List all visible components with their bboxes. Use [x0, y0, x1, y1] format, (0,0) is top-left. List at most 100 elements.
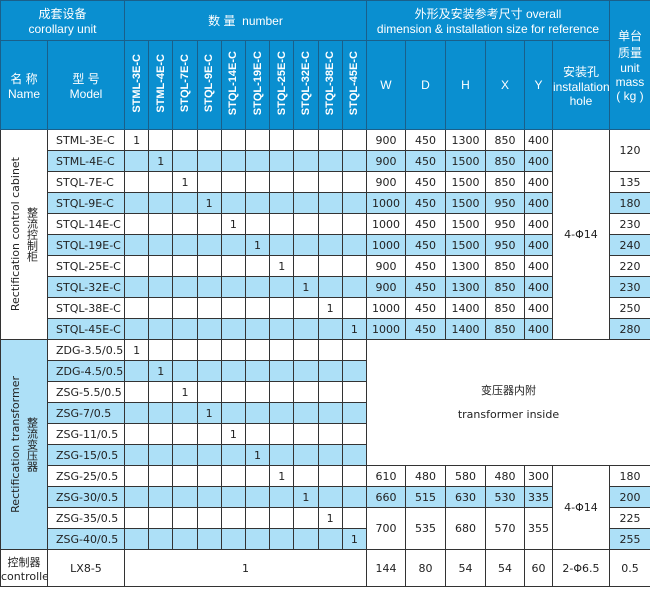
- qty-cell: [293, 444, 319, 466]
- table-row: ZSG-35/0.5 1 700 535 680 570 355 225: [1, 507, 650, 550]
- qty-cell: [317, 276, 343, 298]
- qty-cell: [172, 486, 198, 508]
- qty-column-label: STQL-19E-C: [251, 51, 264, 116]
- qty-cell: [196, 129, 222, 151]
- installation-hole-cell: 4-Φ14: [551, 465, 610, 550]
- qty-cell: [317, 339, 343, 361]
- qty-cell: [293, 297, 319, 319]
- mass-cell: 250: [608, 297, 650, 319]
- dim-cell: 1500: [444, 150, 486, 172]
- dim-cell: 400: [523, 234, 553, 256]
- qty-cell: [123, 171, 150, 193]
- qty-cell: [123, 507, 150, 529]
- dim-cell: 1500: [444, 213, 486, 235]
- qty-cell: [244, 465, 271, 487]
- dim-cell: 54: [444, 549, 486, 587]
- table-row: STML-4E-C 1 900 450 1500 850 400: [1, 150, 650, 172]
- dim-cell: 1000: [365, 297, 406, 319]
- qty-cell: [220, 444, 246, 466]
- dim-cell: 900: [365, 276, 406, 298]
- dim-cell: 850: [484, 276, 525, 298]
- mass-cell: 220: [608, 255, 650, 277]
- qty-cell: [244, 381, 271, 403]
- model-cell: ZDG-3.5/0.5: [47, 339, 125, 361]
- qty-cell: [220, 339, 246, 361]
- mass-cell: 230: [608, 276, 650, 298]
- qty-cell: [269, 276, 295, 298]
- dim-cell: 355: [523, 507, 553, 550]
- dim-cell: 950: [484, 213, 525, 235]
- qty-cell: [269, 423, 295, 445]
- qty-cell: [293, 150, 319, 172]
- qty-column-header: STQL-38E-C: [317, 40, 343, 130]
- qty-cell: [293, 528, 319, 550]
- qty-cell: [220, 234, 246, 256]
- qty-cell: [341, 192, 367, 214]
- model-cell: ZSG-11/0.5: [47, 423, 125, 445]
- dim-cell: 450: [404, 150, 446, 172]
- mass-cell: 200: [608, 486, 650, 508]
- qty-cell: 1: [244, 234, 271, 256]
- section-name-cell: Rectification transformer 整流变压器: [0, 339, 48, 550]
- qty-cell: [172, 213, 198, 235]
- mass-cell: 180: [608, 192, 650, 214]
- qty-cell: [148, 486, 174, 508]
- qty-cell: [269, 528, 295, 550]
- qty-cell: [341, 171, 367, 193]
- qty-cell: [148, 339, 174, 361]
- qty-cell: [172, 318, 198, 340]
- qty-cell: [172, 423, 198, 445]
- dim-cell: 900: [365, 129, 406, 151]
- dim-cell: 335: [523, 486, 553, 508]
- qty-cell: [269, 444, 295, 466]
- section-label: Rectification control cabinet 整流控制柜: [2, 157, 47, 311]
- qty-cell: [220, 507, 246, 529]
- qty-cell: [269, 171, 295, 193]
- dim-cell: 400: [523, 150, 553, 172]
- qty-cell: [341, 234, 367, 256]
- model-cell: STQL-25E-C: [47, 255, 125, 277]
- dim-cell: 400: [523, 129, 553, 151]
- dim-cell: 1300: [444, 129, 486, 151]
- qty-cell: 1: [269, 465, 295, 487]
- dim-cell: 400: [523, 276, 553, 298]
- qty-cell: 1: [172, 171, 198, 193]
- qty-cell: [244, 507, 271, 529]
- qty-cell: [269, 213, 295, 235]
- dim-cell: 1500: [444, 192, 486, 214]
- section-name-cell: Rectification control cabinet 整流控制柜: [0, 129, 48, 340]
- qty-cell: [317, 192, 343, 214]
- qty-cell: [317, 318, 343, 340]
- qty-cell: [196, 444, 222, 466]
- qty-cell: [148, 129, 174, 151]
- qty-cell: [341, 150, 367, 172]
- dim-cell: 60: [523, 549, 553, 587]
- qty-cell: [172, 297, 198, 319]
- controller-name-zh: 控制器: [7, 555, 41, 569]
- qty-cell: [220, 318, 246, 340]
- qty-cell: [341, 276, 367, 298]
- qty-cell: 1: [196, 402, 222, 424]
- dim-cell: 630: [444, 486, 486, 508]
- qty-cell: [196, 465, 222, 487]
- table-row: ZSG-30/0.5 1 660 515 630 530 335 200: [1, 486, 650, 508]
- qty-cell: [220, 360, 246, 382]
- model-cell: STQL-9E-C: [47, 192, 125, 214]
- qty-cell: [123, 213, 150, 235]
- qty-column-label: STQL-25E-C: [275, 51, 288, 116]
- hole-header-text: installation: [552, 79, 610, 94]
- mass-cell: 120: [608, 129, 650, 172]
- dim-cell: 450: [404, 255, 446, 277]
- qty-cell: [293, 255, 319, 277]
- corollary-unit-header: 成套设备 corollary unit: [0, 0, 125, 41]
- qty-column-header: STQL-9E-C: [196, 40, 222, 130]
- qty-cell: [220, 297, 246, 319]
- qty-cell: [172, 465, 198, 487]
- qty-cell: [269, 318, 295, 340]
- dim-cell: 400: [523, 192, 553, 214]
- qty-column-header: STML-4E-C: [148, 40, 174, 130]
- dim-cell: 1000: [365, 192, 406, 214]
- qty-cell: [172, 444, 198, 466]
- mass-cell: 255: [608, 528, 650, 550]
- qty-cell: [172, 276, 198, 298]
